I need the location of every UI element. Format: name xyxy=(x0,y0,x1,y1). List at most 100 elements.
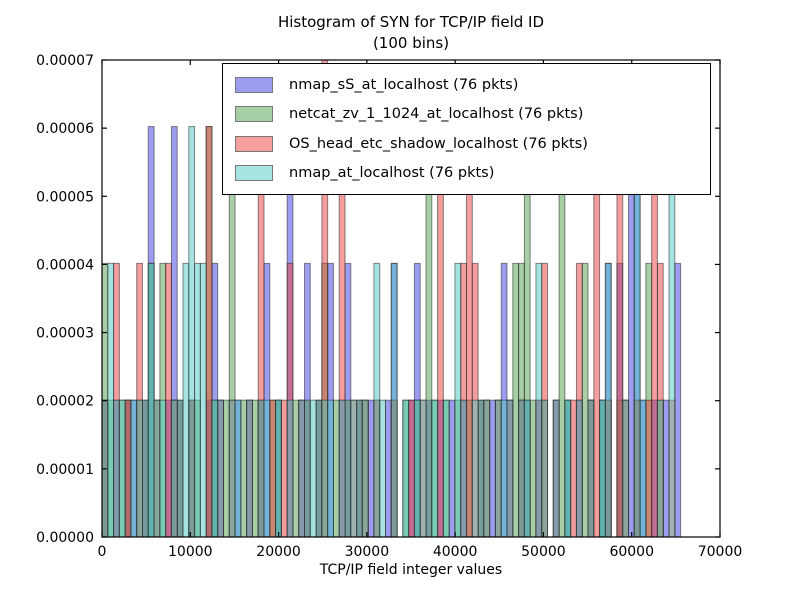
x-tick-label: 20000 xyxy=(256,544,301,560)
bar xyxy=(639,399,647,537)
bar xyxy=(494,399,502,537)
bar xyxy=(419,399,427,537)
bar xyxy=(142,399,149,537)
bar xyxy=(240,399,248,537)
bar xyxy=(332,399,340,537)
bar xyxy=(489,399,496,537)
bar xyxy=(159,399,167,537)
bar xyxy=(223,399,230,537)
bar xyxy=(153,399,161,537)
chart-title-line1: Histogram of SYN for TCP/IP field ID xyxy=(277,13,545,31)
bar xyxy=(327,399,334,537)
bar xyxy=(599,399,606,537)
chart-title: Histogram of SYN for TCP/IP field ID (10… xyxy=(102,12,720,54)
bar xyxy=(147,262,155,537)
x-tick-label: 10000 xyxy=(168,544,213,560)
bar xyxy=(402,399,410,537)
legend-label: nmap_sS_at_localhost (76 pkts) xyxy=(289,76,519,93)
legend-label: OS_head_etc_shadow_localhost (76 pkts) xyxy=(289,135,588,152)
bar xyxy=(130,399,138,537)
bar xyxy=(477,399,485,537)
legend-label: nmap_at_localhost (76 pkts) xyxy=(289,165,495,182)
legend: nmap_sS_at_localhost (76 pkts) netcat_zv… xyxy=(222,63,711,195)
bar xyxy=(309,399,317,537)
bar xyxy=(674,262,682,537)
bar xyxy=(373,262,381,537)
bar xyxy=(570,399,577,537)
bar xyxy=(321,60,329,537)
bar xyxy=(587,399,595,537)
bar xyxy=(431,399,439,537)
legend-swatch-netcat xyxy=(235,106,273,123)
y-tick-label: 0.00007 xyxy=(36,53,94,69)
bar xyxy=(506,399,514,537)
bar xyxy=(298,399,306,537)
bar xyxy=(656,399,664,537)
bar xyxy=(205,126,213,537)
bar xyxy=(552,399,560,537)
legend-swatch-nmap-ss xyxy=(235,76,273,93)
bar xyxy=(188,126,196,537)
bar xyxy=(604,262,612,537)
bar xyxy=(350,399,358,537)
legend-swatch-os-head xyxy=(235,135,273,152)
bar xyxy=(564,399,572,537)
x-tick-label: 30000 xyxy=(345,544,390,560)
legend-item: OS_head_etc_shadow_localhost (76 pkts) xyxy=(235,135,710,152)
bar xyxy=(471,399,479,537)
bar xyxy=(263,399,271,537)
bar xyxy=(460,399,468,537)
bar xyxy=(581,262,589,537)
bar xyxy=(390,262,398,537)
bar xyxy=(361,399,369,537)
bar xyxy=(448,399,456,537)
x-tick-label: 50000 xyxy=(521,544,566,560)
bar xyxy=(246,399,253,537)
y-tick-label: 0.00003 xyxy=(36,326,94,342)
bar xyxy=(523,399,531,537)
y-tick-label: 0.00001 xyxy=(36,462,94,478)
bar xyxy=(454,262,462,537)
axes-frame xyxy=(101,59,721,538)
bar xyxy=(529,399,537,537)
bar xyxy=(275,399,282,537)
bar xyxy=(518,399,525,537)
bar xyxy=(338,399,346,537)
chart-title-line2: (100 bins) xyxy=(372,34,450,52)
bar xyxy=(199,262,207,537)
x-tick-label: 0 xyxy=(98,544,107,560)
y-tick-label: 0.00005 xyxy=(36,189,94,205)
bar xyxy=(356,399,363,537)
bar xyxy=(315,399,323,537)
bar xyxy=(622,399,630,537)
bar xyxy=(483,399,491,537)
bar xyxy=(575,399,583,537)
legend-item: nmap_sS_at_localhost (76 pkts) xyxy=(235,76,710,93)
bar xyxy=(385,399,392,537)
bar xyxy=(228,399,236,537)
legend-label: netcat_zv_1_1024_at_localhost (76 pkts) xyxy=(289,106,584,123)
bar xyxy=(217,399,225,537)
x-tick-label: 40000 xyxy=(433,544,478,560)
x-tick-label: 70000 xyxy=(698,544,743,560)
bar xyxy=(257,399,265,537)
y-tick-label: 0.00002 xyxy=(36,394,94,410)
bar xyxy=(379,399,387,537)
bar xyxy=(165,262,172,537)
legend-item: netcat_zv_1_1024_at_localhost (76 pkts) xyxy=(235,106,710,123)
bar xyxy=(442,399,450,537)
x-tick-label: 60000 xyxy=(609,544,654,560)
bar xyxy=(136,399,144,537)
bar xyxy=(321,399,329,537)
bar xyxy=(182,262,190,537)
bar xyxy=(408,399,415,537)
bar xyxy=(367,399,375,537)
bar xyxy=(118,399,126,537)
bar xyxy=(280,399,288,537)
bar xyxy=(292,399,300,537)
bar xyxy=(113,399,120,537)
y-tick-label: 0.00000 xyxy=(36,530,94,546)
bar xyxy=(211,399,219,537)
legend-item: nmap_at_localhost (76 pkts) xyxy=(235,165,710,182)
